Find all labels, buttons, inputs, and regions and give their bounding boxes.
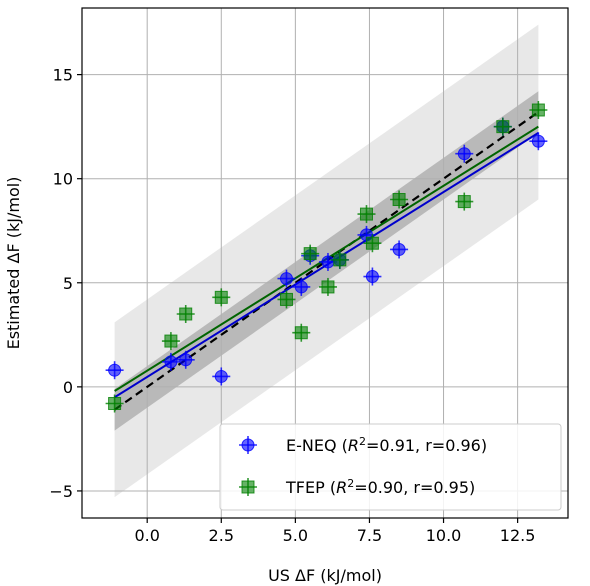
square-marker [303, 247, 317, 261]
circle-marker [164, 355, 178, 369]
legend-label-tfep: TFEP (R2=0.90, r=0.95) [285, 477, 475, 498]
point-tfep [529, 101, 548, 119]
point-tfep [363, 234, 382, 253]
point-tfep [277, 290, 296, 309]
identity-line [113, 111, 539, 411]
y-tick-label: 0 [63, 378, 73, 397]
point-tfep [357, 205, 376, 224]
legend-marker-tfep [239, 478, 257, 496]
point-e-neq [292, 277, 311, 296]
point-tfep [176, 305, 195, 323]
plot-frame [81, 7, 569, 519]
circle-marker [214, 369, 228, 383]
circle-marker [294, 280, 308, 294]
square-marker [108, 397, 122, 411]
x-tick-label: 0.0 [134, 526, 159, 545]
point-tfep [330, 250, 349, 269]
point-tfep [455, 192, 474, 211]
point-e-neq [161, 352, 180, 371]
square-marker [333, 253, 347, 267]
circle-marker [321, 255, 335, 269]
square-marker [279, 292, 293, 306]
point-e-neq [455, 144, 474, 163]
point-tfep [161, 332, 180, 351]
point-e-neq [212, 367, 231, 386]
square-marker [496, 120, 510, 134]
square-marker [294, 326, 308, 340]
legend: E-NEQ (R2=0.91, r=0.96) TFEP (R2=0.90, r… [219, 423, 562, 511]
point-e-neq [363, 267, 382, 286]
square-marker [164, 334, 178, 348]
point-tfep [301, 244, 320, 263]
x-tick-label: 7.5 [357, 526, 382, 545]
square-marker [179, 307, 193, 321]
circle-marker [279, 272, 293, 286]
point-tfep [292, 323, 311, 342]
circle-marker [108, 363, 122, 377]
axis-ticks: 0.0 2.5 5.0 7.5 10.0 12.5 −5 0 5 10 15 [49, 66, 535, 545]
legend-box [219, 423, 562, 511]
point-e-neq [390, 240, 409, 259]
circle-marker [531, 134, 545, 148]
x-axis-label: US ΔF (kJ/mol) [268, 566, 382, 585]
x-tick-label: 2.5 [209, 526, 234, 545]
point-e-neq [176, 350, 195, 369]
square-marker [392, 193, 406, 207]
square-marker [531, 103, 545, 117]
square-marker [214, 290, 228, 304]
point-tfep [105, 394, 124, 413]
point-e-neq [105, 361, 124, 380]
x-tick-label: 12.5 [500, 526, 536, 545]
y-tick-label: −5 [49, 482, 73, 501]
point-tfep [390, 190, 409, 209]
data-points [105, 101, 548, 413]
point-tfep [212, 288, 231, 307]
y-tick-label: 5 [63, 274, 73, 293]
legend-point-e-neq [239, 436, 257, 454]
square-marker [365, 236, 379, 250]
y-tick-label: 10 [53, 170, 73, 189]
point-tfep [318, 277, 337, 296]
square-marker [241, 480, 255, 494]
point-e-neq [277, 269, 296, 288]
square-marker [359, 207, 373, 221]
circle-marker [241, 438, 255, 452]
circle-marker [365, 270, 379, 284]
square-marker [457, 195, 471, 209]
x-tick-label: 5.0 [283, 526, 308, 545]
x-tick-label: 10.0 [426, 526, 462, 545]
circle-marker [179, 353, 193, 367]
point-e-neq [529, 132, 548, 151]
legend-marker-e-neq [239, 436, 257, 454]
y-axis-label: Estimated ΔF (kJ/mol) [4, 177, 23, 350]
legend-label-e-neq: E-NEQ (R2=0.91, r=0.96) [286, 435, 487, 456]
circle-marker [392, 242, 406, 256]
legend-point-tfep [239, 478, 257, 496]
circle-marker [457, 147, 471, 161]
square-marker [321, 280, 335, 294]
point-tfep [493, 117, 512, 136]
y-tick-label: 15 [53, 66, 73, 85]
